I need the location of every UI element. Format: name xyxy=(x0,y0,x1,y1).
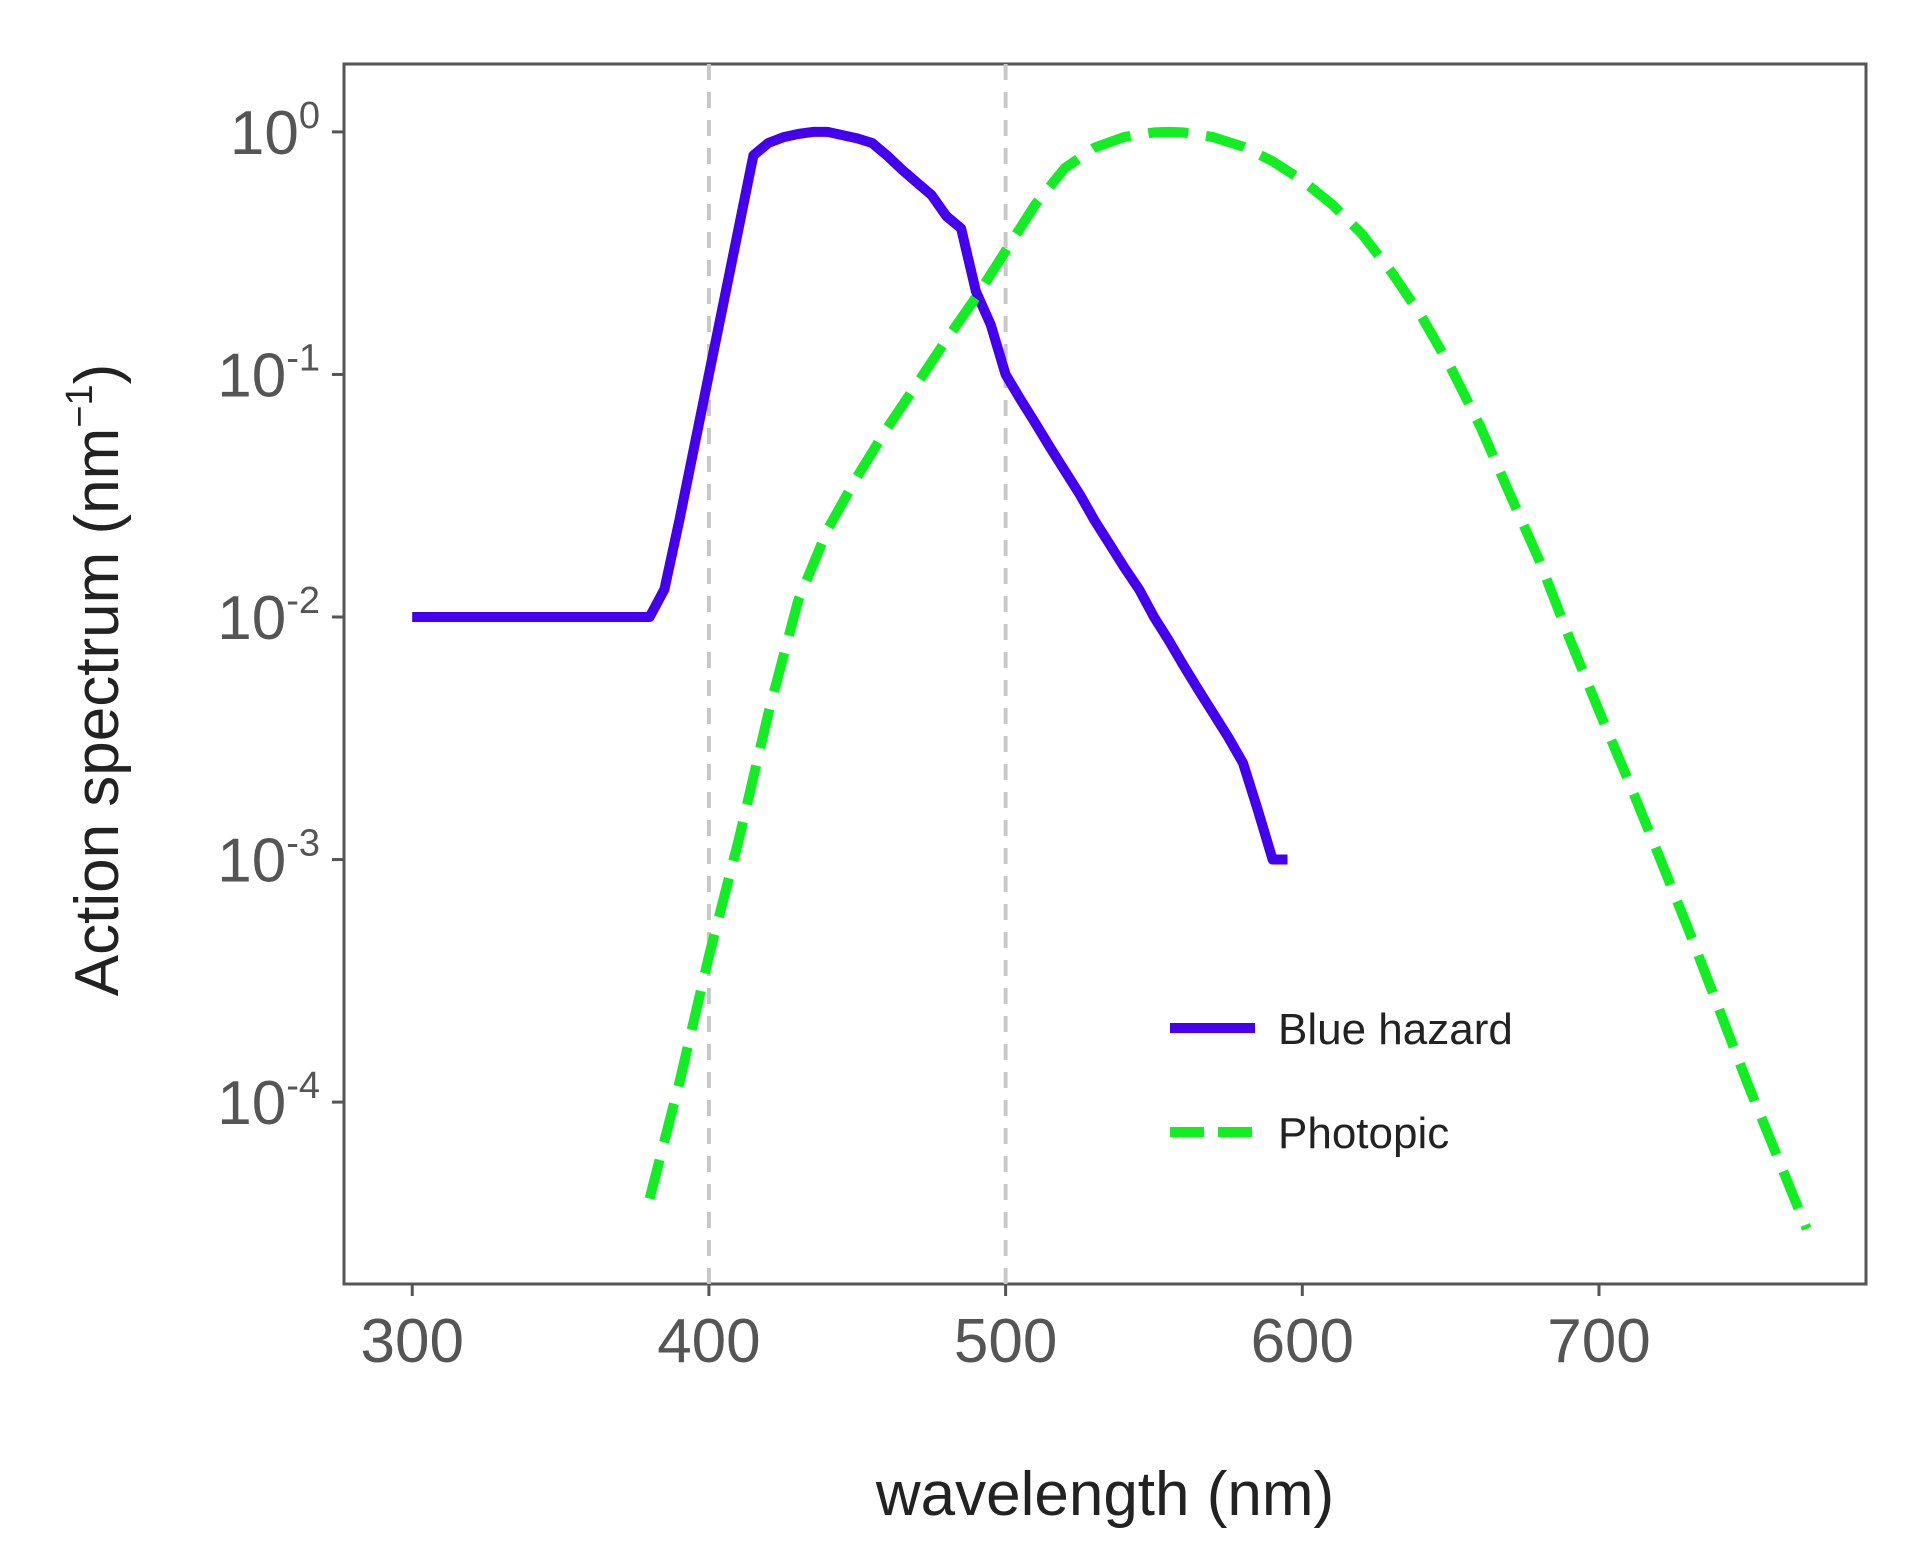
y-tick-label--2: 10-2 xyxy=(217,580,320,653)
series-blue-hazard xyxy=(412,126,1288,865)
x-tick-label-700: 700 xyxy=(1547,1307,1650,1376)
series-photopic xyxy=(644,126,1812,1231)
x-tick-label-400: 400 xyxy=(657,1307,760,1376)
y-tick-exponent: -3 xyxy=(286,823,320,865)
x-axis-title: wavelength (nm) xyxy=(875,1460,1334,1529)
y-tick-exponent: -4 xyxy=(286,1065,320,1107)
x-axis: 300 400 500 600 700 xyxy=(361,1284,1651,1376)
y-tick-exponent: -1 xyxy=(286,337,320,379)
y-tick-base: 10 xyxy=(217,584,286,653)
y-tick-base: 10 xyxy=(230,99,299,168)
y-axis-title-close: ) xyxy=(63,364,132,385)
x-tick-label-600: 600 xyxy=(1251,1307,1354,1376)
legend: Blue hazard Photopic xyxy=(1170,1005,1513,1158)
y-tick-label--4: 10-4 xyxy=(217,1065,320,1138)
y-tick-exponent: 0 xyxy=(299,95,320,137)
legend-label-blue-hazard: Blue hazard xyxy=(1278,1005,1513,1054)
reference-lines xyxy=(706,64,1008,1284)
legend-label-photopic: Photopic xyxy=(1278,1109,1449,1158)
x-tick-label-300: 300 xyxy=(361,1307,464,1376)
y-tick-label--1: 10-1 xyxy=(217,337,320,410)
y-tick-base: 10 xyxy=(217,1069,286,1138)
series-layer xyxy=(412,126,1812,1231)
y-tick-exponent: -2 xyxy=(286,580,320,622)
y-axis-title-exponent: −1 xyxy=(59,384,101,427)
y-tick-base: 10 xyxy=(217,341,286,410)
x-tick-label-500: 500 xyxy=(954,1307,1057,1376)
y-tick-base: 10 xyxy=(217,827,286,896)
plot-panel xyxy=(342,62,1868,1286)
y-axis-title-main: Action spectrum (nm xyxy=(63,428,132,997)
y-axis-title: Action spectrum (nm−1) xyxy=(59,364,132,997)
y-tick-label--3: 10-3 xyxy=(217,823,320,896)
y-tick-label-0: 100 xyxy=(230,95,320,168)
